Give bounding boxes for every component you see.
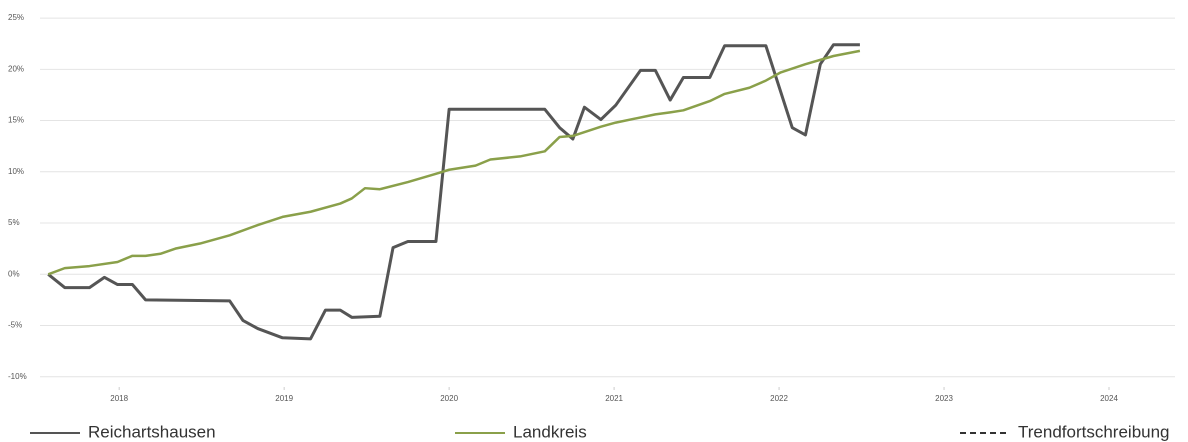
series-line [47,49,861,276]
y-tick-label: 5% [8,218,20,227]
y-tick-label: 25% [8,13,24,22]
legend-label: Landkreis [513,422,587,441]
x-tick-label: 2019 [275,394,293,403]
x-tick-label: 2018 [110,394,128,403]
legend-label: Trendfortschreibung [1018,422,1170,441]
y-tick-label: -10% [8,372,27,381]
x-tick-label: 2021 [605,394,623,403]
y-tick-label: -5% [8,321,22,330]
y-tick-label: 15% [8,116,24,125]
x-tick-label: 2024 [1100,394,1118,403]
y-tick-label: 20% [8,64,24,73]
x-tick-label: 2022 [770,394,788,403]
legend-label: Reichartshausen [88,422,216,441]
x-tick-label: 2020 [440,394,458,403]
y-tick-label: 0% [8,269,20,278]
y-tick-label: 10% [8,167,24,176]
series-line [47,43,860,341]
x-tick-label: 2023 [935,394,953,403]
